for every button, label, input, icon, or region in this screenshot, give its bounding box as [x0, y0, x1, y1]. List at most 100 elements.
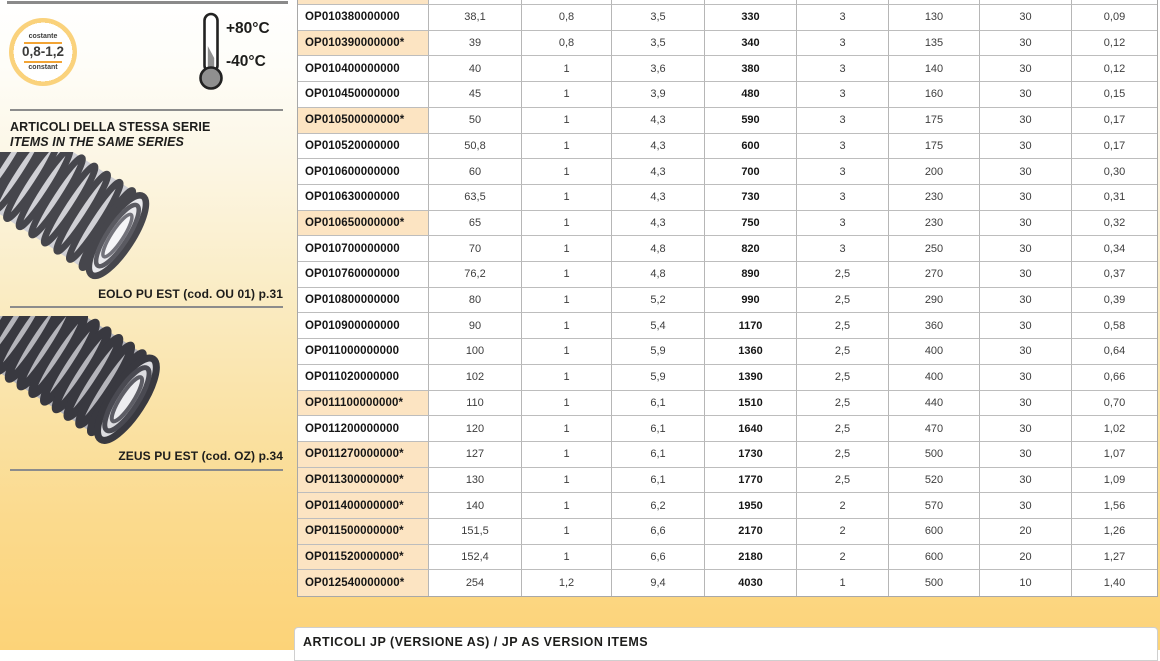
- product-code-cell: OP011100000000*: [298, 390, 429, 417]
- value-cell: 30: [980, 107, 1072, 134]
- value-cell: 175: [889, 107, 980, 134]
- value-cell: 30: [980, 236, 1072, 263]
- value-cell: 175: [889, 133, 980, 160]
- value-cell: 3,5: [612, 5, 705, 31]
- value-cell: 1950: [705, 493, 797, 520]
- value-cell: 1: [522, 262, 612, 288]
- value-cell: 6,1: [612, 467, 705, 494]
- value-cell: 500: [889, 441, 980, 468]
- value-cell: 0,37: [1072, 262, 1157, 288]
- value-cell: 38,1: [429, 5, 522, 31]
- value-cell: 380: [705, 56, 797, 83]
- table-row: OP011520000000* 152,4 1 6,6 2180 2 600 20 1,27: [298, 544, 1157, 571]
- value-cell: 40: [429, 56, 522, 83]
- value-cell: 2,5: [797, 441, 889, 468]
- table-row: OP010390000000* 39 0,8 3,5 340 3 135 30 0,12: [298, 30, 1157, 57]
- value-cell: 65: [429, 210, 522, 237]
- value-cell: 1: [797, 570, 889, 597]
- value-cell: 1510: [705, 390, 797, 417]
- value-cell: 0,8: [522, 5, 612, 31]
- value-cell: 6,1: [612, 416, 705, 442]
- value-cell: 4,8: [612, 262, 705, 288]
- table-row: OP011100000000* 110 1 6,1 1510 2,5 440 30 0,70: [298, 390, 1157, 417]
- value-cell: 1640: [705, 416, 797, 442]
- value-cell: 1: [522, 133, 612, 160]
- value-cell: 2,5: [797, 467, 889, 494]
- value-cell: 30: [980, 390, 1072, 417]
- table-row: OP012540000000* 254 1,2 9,4 4030 1 500 10 1,40: [298, 570, 1157, 597]
- value-cell: 1,02: [1072, 416, 1157, 442]
- temperature-min-label: -40°C: [226, 53, 266, 70]
- value-cell: 400: [889, 339, 980, 365]
- value-cell: 3: [797, 30, 889, 57]
- section-divider: [10, 109, 283, 111]
- badge-bottom-label: constant: [28, 64, 58, 71]
- value-cell: 1: [522, 519, 612, 545]
- value-cell: 135: [889, 30, 980, 57]
- value-cell: 290: [889, 287, 980, 314]
- value-cell: 0,39: [1072, 288, 1157, 314]
- value-cell: 152,4: [429, 544, 522, 571]
- value-cell: 5,9: [612, 339, 705, 365]
- value-cell: 600: [889, 519, 980, 545]
- value-cell: 20: [980, 519, 1072, 545]
- value-cell: [1072, 0, 1157, 5]
- value-cell: 0,66: [1072, 365, 1157, 391]
- value-cell: 2,5: [797, 364, 889, 391]
- value-cell: 10: [980, 570, 1072, 597]
- product-code-cell: OP010500000000*: [298, 107, 429, 134]
- section-divider: [10, 306, 283, 308]
- value-cell: 500: [889, 570, 980, 597]
- value-cell: 3: [797, 210, 889, 237]
- value-cell: 0,15: [1072, 82, 1157, 108]
- value-cell: 4,3: [612, 107, 705, 134]
- product-code-cell: OP010650000000*: [298, 210, 429, 237]
- value-cell: 3: [797, 133, 889, 160]
- value-cell: 0,17: [1072, 108, 1157, 134]
- value-cell: 1,07: [1072, 442, 1157, 468]
- value-cell: 470: [889, 416, 980, 442]
- value-cell: 0,31: [1072, 185, 1157, 211]
- value-cell: 30: [980, 313, 1072, 340]
- product-code-cell: OP010700000000: [298, 236, 429, 263]
- product-code-cell: OP010400000000: [298, 56, 429, 83]
- value-cell: 110: [429, 390, 522, 417]
- value-cell: 0,30: [1072, 159, 1157, 185]
- product-code-cell: OP010900000000: [298, 313, 429, 340]
- value-cell: 127: [429, 441, 522, 468]
- value-cell: 1,27: [1072, 545, 1157, 571]
- value-cell: 30: [980, 493, 1072, 520]
- value-cell: 2,5: [797, 339, 889, 365]
- temperature-max-label: +80°C: [226, 20, 270, 37]
- value-cell: 5,9: [612, 364, 705, 391]
- value-cell: 1170: [705, 313, 797, 340]
- value-cell: 151,5: [429, 519, 522, 545]
- value-cell: 102: [429, 364, 522, 391]
- value-cell: 6,2: [612, 493, 705, 520]
- value-cell: 30: [980, 441, 1072, 468]
- value-cell: 520: [889, 467, 980, 494]
- value-cell: 30: [980, 210, 1072, 237]
- value-cell: 30: [980, 364, 1072, 391]
- table-row: OP010760000000 76,2 1 4,8 890 2,5 270 30 0,37: [298, 262, 1157, 288]
- value-cell: 6,6: [612, 519, 705, 545]
- value-cell: 2: [797, 519, 889, 545]
- table-row: OP010400000000 40 1 3,6 380 3 140 30 0,12: [298, 56, 1157, 83]
- table-row: OP011400000000* 140 1 6,2 1950 2 570 30 1,56: [298, 493, 1157, 520]
- value-cell: 2,5: [797, 287, 889, 314]
- value-cell: 1,2: [522, 570, 612, 597]
- spec-table: OP010380000000 38,1 0,8 3,5 330 3 130 30 0,09 O…: [297, 0, 1158, 597]
- value-cell: 30: [980, 30, 1072, 57]
- value-cell: 160: [889, 82, 980, 108]
- value-cell: 250: [889, 236, 980, 263]
- value-cell: 3,9: [612, 82, 705, 108]
- product-code-cell: OP011520000000*: [298, 544, 429, 571]
- value-cell: 120: [429, 416, 522, 442]
- product-code-cell: OP010450000000: [298, 82, 429, 108]
- value-cell: 2,5: [797, 390, 889, 417]
- value-cell: 6,6: [612, 544, 705, 571]
- table-row: OP010450000000 45 1 3,9 480 3 160 30 0,15: [298, 82, 1157, 108]
- product-code-cell: OP010760000000: [298, 262, 429, 288]
- value-cell: 4,3: [612, 159, 705, 185]
- value-cell: 5,4: [612, 313, 705, 340]
